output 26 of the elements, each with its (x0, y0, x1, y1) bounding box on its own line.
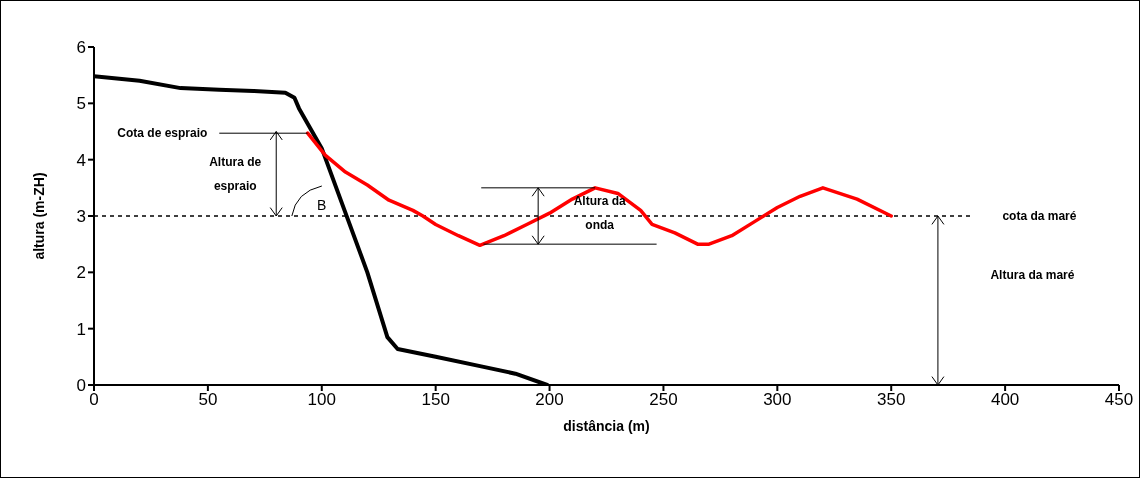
x-tick-label: 200 (535, 390, 564, 410)
annotation: Altura da maré (990, 268, 1075, 283)
x-tick-label: 50 (198, 390, 218, 410)
x-tick-label: 300 (763, 390, 792, 410)
y-tick-label: 6 (76, 38, 86, 58)
x-axis-title: distância (m) (563, 418, 650, 434)
annotation: B (317, 196, 327, 213)
annotation: Altura de espraio (209, 154, 262, 193)
x-tick-label: 100 (307, 390, 336, 410)
annotation: Altura da onda (573, 194, 626, 233)
y-tick-label: 4 (76, 150, 86, 170)
y-tick-label: 5 (76, 94, 86, 114)
x-tick-label: 350 (877, 390, 906, 410)
y-tick-label: 0 (76, 376, 86, 396)
y-tick-label: 2 (76, 263, 86, 283)
y-tick-label: 3 (76, 207, 86, 227)
annotation: Cota de espraio (117, 126, 208, 141)
x-tick-label: 400 (990, 390, 1020, 410)
x-tick-label: 450 (1104, 390, 1134, 410)
x-tick-label: 250 (649, 390, 678, 410)
line-series (305, 131, 893, 248)
y-tick-label: 1 (76, 319, 86, 339)
ref-line-label: cota da maré (1002, 209, 1077, 223)
x-tick-label: 0 (89, 390, 99, 410)
x-tick-label: 150 (421, 390, 450, 410)
y-axis-title: altura (m-ZH) (30, 172, 47, 260)
